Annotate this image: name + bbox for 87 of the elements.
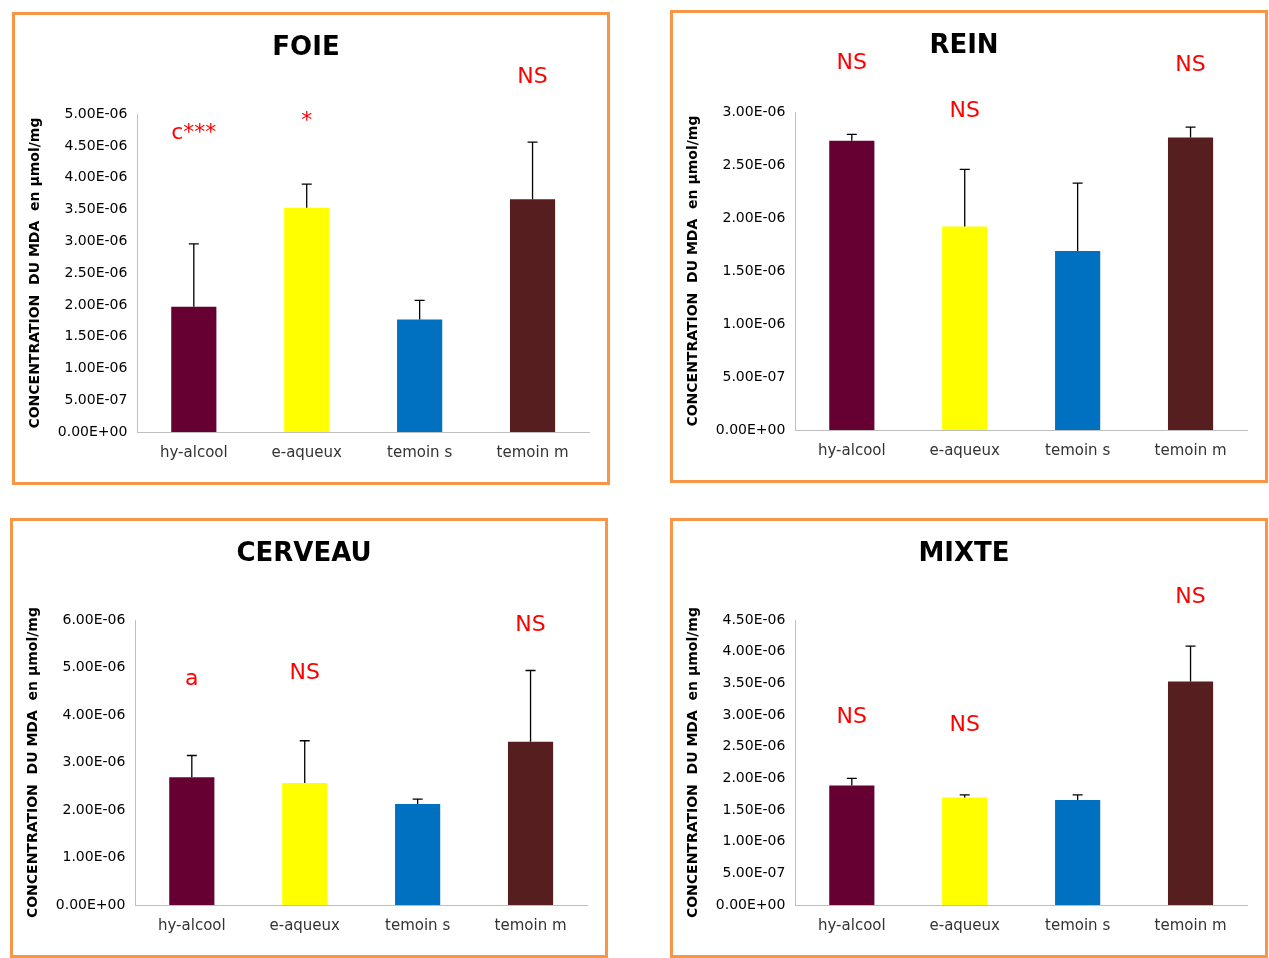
annotation: a (185, 664, 199, 690)
chart-title: FOIE (272, 31, 340, 62)
bar (1055, 799, 1101, 905)
bar (942, 226, 988, 430)
x-tick-label: hy-alcool (817, 440, 886, 459)
y-tick-label: 4.00E-06 (64, 168, 128, 185)
y-tick-label: 2.50E-06 (722, 737, 786, 754)
y-tick-label: 1.00E-06 (722, 314, 786, 331)
annotation: * (301, 106, 313, 132)
y-axis-title: CONCENTRATION DU MDA en µmol/mg (26, 117, 43, 429)
y-tick-label: 2.50E-06 (64, 263, 128, 280)
y-tick-label: 1.00E-06 (722, 832, 786, 849)
x-tick-label: e-aqueux (929, 440, 1001, 459)
y-tick-label: 1.00E-06 (62, 848, 126, 865)
y-tick-label: 3.00E-06 (722, 705, 786, 722)
y-tick-label: 2.00E-06 (722, 208, 786, 225)
y-tick-label: 5.00E-07 (722, 864, 786, 880)
bar (509, 199, 556, 432)
y-tick-label: 0.00E+00 (715, 420, 786, 437)
bar (829, 140, 875, 430)
text: NS (517, 62, 548, 88)
bar (1055, 250, 1101, 430)
y-tick-label: 4.00E-06 (722, 642, 786, 659)
x-tick-label: temoin m (1154, 440, 1227, 459)
bar (284, 207, 330, 432)
bar (171, 306, 217, 432)
chart-title: MIXTE (918, 537, 1010, 568)
y-tick-label: 3.50E-06 (722, 674, 786, 691)
y-tick-label: 3.00E-06 (722, 102, 786, 119)
annotation: NS (289, 658, 320, 684)
y-tick-label: 0.00E+00 (55, 895, 126, 912)
y-tick-label: 4.00E-06 (62, 705, 126, 722)
x-tick-label: e-aqueux (271, 442, 343, 461)
text: NS (836, 48, 868, 74)
x-tick-label: hy-alcool (159, 442, 228, 461)
bar (1167, 137, 1214, 430)
x-tick-label: temoin m (494, 915, 567, 934)
y-tick-label: 2.00E-06 (722, 769, 786, 786)
chart-title: REIN (929, 29, 999, 60)
y-tick-label: 1.50E-06 (722, 261, 786, 278)
annotation: NS (949, 96, 980, 122)
bar (942, 797, 988, 905)
x-tick-label: e-aqueux (929, 915, 1001, 934)
y-tick-label: 5.00E-07 (722, 367, 786, 384)
y-tick-label: 5.00E-07 (64, 390, 128, 407)
y-axis-title: CONCENTRATION DU MDA en µmol/mg (24, 607, 41, 919)
x-tick-label: temoin s (385, 915, 451, 934)
bar (1167, 681, 1214, 905)
y-tick-label: 5.00E-06 (64, 104, 128, 121)
y-tick-label: 3.50E-06 (64, 200, 128, 217)
y-tick-label: 2.00E-06 (62, 800, 126, 817)
x-tick-label: temoin m (1154, 915, 1227, 934)
x-tick-label: temoin s (1045, 915, 1111, 934)
y-tick-label: 1.50E-06 (722, 800, 786, 817)
y-tick-label: 2.50E-06 (722, 155, 786, 172)
y-tick-label: 4.50E-06 (722, 610, 786, 627)
bar (395, 803, 441, 905)
annotation: NS (949, 710, 980, 736)
bar (829, 785, 875, 905)
y-tick-label: 1.50E-06 (64, 327, 128, 344)
bar (282, 783, 328, 905)
y-tick-label: 0.00E+00 (57, 422, 128, 439)
y-tick-label: 6.00E-06 (62, 610, 126, 627)
x-tick-label: hy-alcool (817, 915, 886, 934)
y-tick-label: 3.00E-06 (62, 753, 126, 770)
annotation: c*** (171, 118, 217, 144)
y-tick-label: 2.00E-06 (64, 295, 128, 312)
bar (169, 777, 215, 905)
x-tick-label: e-aqueux (269, 915, 341, 934)
x-tick-label: temoin s (387, 442, 453, 461)
y-tick-label: 1.00E-06 (64, 359, 128, 376)
text: NS (1175, 50, 1206, 76)
x-tick-label: hy-alcool (157, 915, 226, 934)
y-tick-label: 5.00E-06 (62, 658, 126, 675)
bar (397, 319, 443, 432)
y-tick-label: 3.00E-06 (64, 231, 128, 248)
annotation: NS (836, 702, 868, 728)
x-tick-label: temoin s (1045, 440, 1111, 459)
x-tick-label: temoin m (496, 442, 569, 461)
bar (507, 741, 554, 905)
y-tick-label: 0.00E+00 (715, 895, 786, 912)
y-axis-title: CONCENTRATION DU MDA en µmol/mg (684, 115, 701, 427)
annotation: NS (515, 610, 546, 636)
chart-title: CERVEAU (236, 537, 372, 568)
text: NS (1175, 582, 1206, 608)
y-axis-title: CONCENTRATION DU MDA en µmol/mg (684, 607, 701, 919)
y-tick-label: 4.50E-06 (64, 136, 128, 153)
